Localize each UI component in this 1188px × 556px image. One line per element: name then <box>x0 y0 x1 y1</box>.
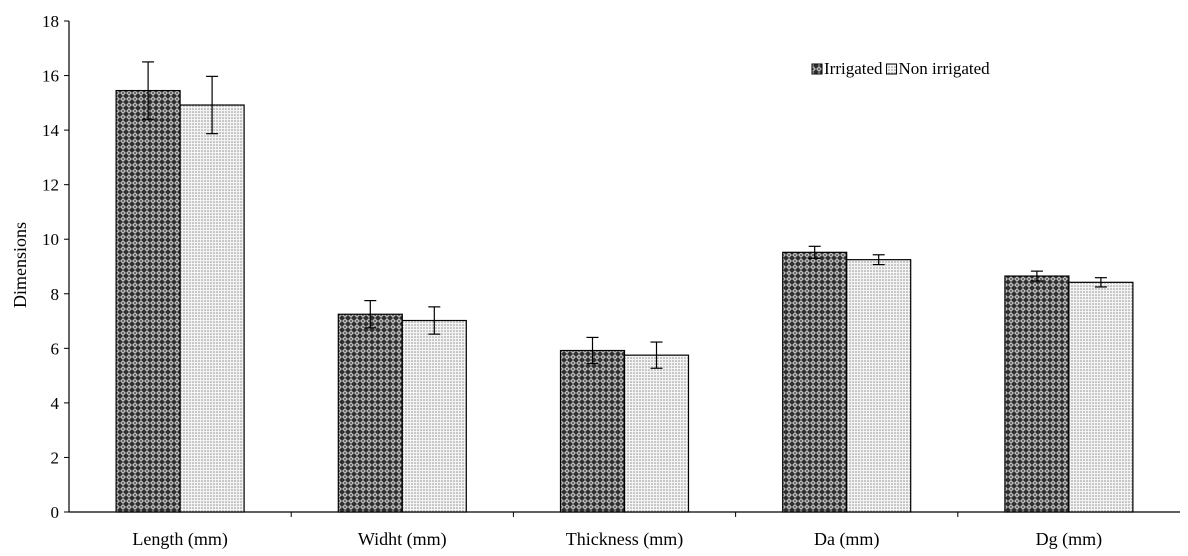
y-tick-label: 10 <box>42 230 59 249</box>
y-tick-label: 12 <box>42 176 59 195</box>
bar-non-irrigated <box>1068 281 1134 513</box>
legend-swatch-irrigated <box>811 63 823 75</box>
legend-swatch-non-irrigated <box>886 63 898 75</box>
bar-irrigated <box>559 349 626 513</box>
category-labels: Length (mm) Widht (mm) Thickness (mm) Da (m… <box>132 529 1102 550</box>
y-tick-label: 8 <box>51 285 60 304</box>
y-axis-label: Dimensions <box>10 222 30 308</box>
y-ticks: 0 2 4 6 8 10 12 14 16 18 <box>42 12 69 522</box>
x-category-label: Da (mm) <box>814 529 879 550</box>
y-tick-label: 18 <box>42 12 59 31</box>
y-tick-label: 16 <box>42 67 59 86</box>
y-tick-label: 14 <box>42 121 60 140</box>
bar-irrigated <box>337 313 403 513</box>
legend-label-non-irrigated: Non irrigated <box>899 59 991 78</box>
bar-non-irrigated <box>846 259 912 513</box>
bar-irrigated <box>782 251 848 513</box>
bar-non-irrigated <box>401 319 467 513</box>
x-category-label: Dg (mm) <box>1036 529 1103 550</box>
y-tick-label: 0 <box>51 503 60 522</box>
bar-irrigated <box>1004 275 1070 513</box>
error-bars <box>142 61 1107 369</box>
legend: Irrigated Non irrigated <box>811 59 991 78</box>
bar-irrigated <box>115 89 181 513</box>
x-category-label: Widht (mm) <box>358 529 447 550</box>
bar-non-irrigated <box>623 354 690 513</box>
x-category-label: Thickness (mm) <box>566 529 683 550</box>
bar-non-irrigated <box>179 104 245 513</box>
y-tick-label: 4 <box>51 394 60 413</box>
y-tick-label: 6 <box>51 339 60 358</box>
x-category-label: Length (mm) <box>132 529 227 550</box>
y-tick-label: 2 <box>51 448 60 467</box>
legend-label-irrigated: Irrigated <box>824 59 883 78</box>
bars <box>115 89 1134 513</box>
